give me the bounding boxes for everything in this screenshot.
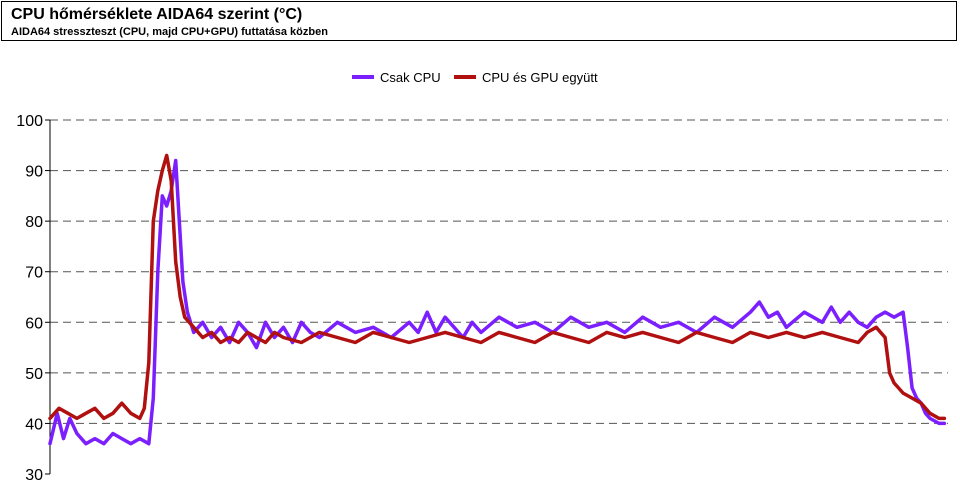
legend-swatch-cpu-gpu <box>454 75 476 79</box>
y-tick-label-60: 60 <box>25 315 43 332</box>
legend: Csak CPU CPU és GPU együtt <box>0 68 960 86</box>
chart-header: CPU hőmérséklete AIDA64 szerint (°C) AID… <box>1 1 957 41</box>
y-tick-label-30: 30 <box>25 467 43 484</box>
chart-subtitle: AIDA64 stresszteszt (CPU, majd CPU+GPU) … <box>11 26 328 38</box>
legend-swatch-cpu <box>352 75 374 79</box>
y-tick-label-40: 40 <box>25 416 43 433</box>
legend-label-cpu-gpu: CPU és GPU együtt <box>482 69 598 85</box>
y-tick-label-50: 50 <box>25 366 43 383</box>
series-line-cpu-gpu <box>48 153 947 421</box>
legend-label-cpu: Csak CPU <box>380 69 441 85</box>
legend-item-cpu[interactable]: Csak CPU <box>352 68 441 86</box>
y-tick-label-90: 90 <box>25 164 43 181</box>
series-line-cpu <box>48 158 947 446</box>
legend-item-cpu-gpu[interactable]: CPU és GPU együtt <box>454 68 598 86</box>
chart-title: CPU hőmérséklete AIDA64 szerint (°C) <box>11 6 303 23</box>
y-tick-label-100: 100 <box>16 113 43 130</box>
y-tick-label-70: 70 <box>25 265 43 282</box>
y-tick-label-80: 80 <box>25 214 43 231</box>
